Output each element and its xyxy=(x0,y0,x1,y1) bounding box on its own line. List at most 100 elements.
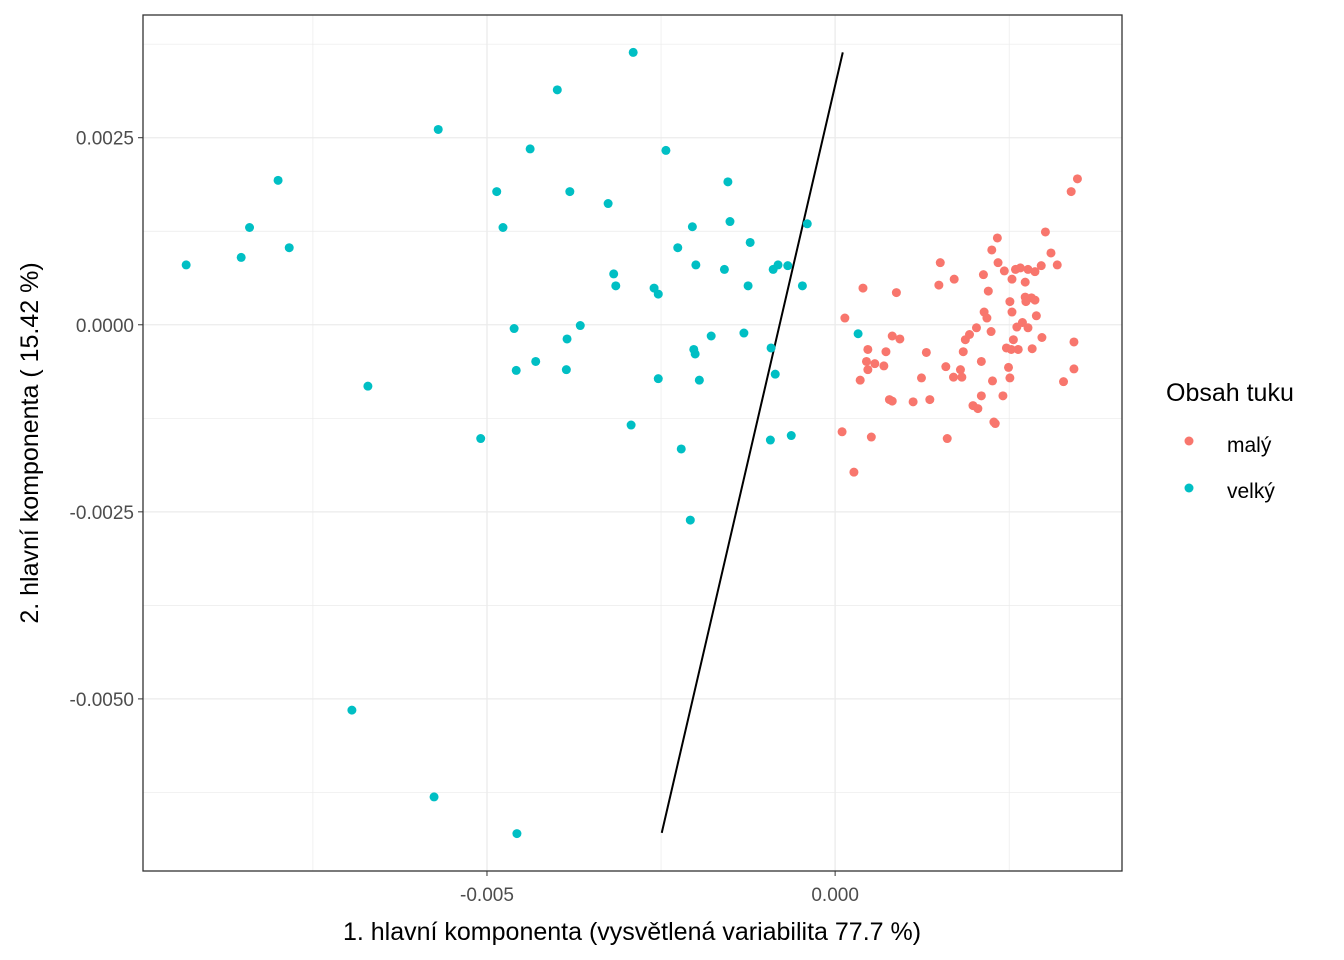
y-tick-label: -0.0050 xyxy=(70,690,134,711)
point-maly xyxy=(1030,295,1040,305)
point-maly xyxy=(965,330,975,340)
point-velky xyxy=(603,199,613,209)
point-maly xyxy=(1027,344,1037,354)
point-velky xyxy=(509,324,519,334)
panel-border xyxy=(142,14,1123,872)
point-velky xyxy=(492,187,502,197)
point-velky xyxy=(773,260,783,270)
point-maly xyxy=(1005,373,1015,383)
point-maly xyxy=(855,375,865,385)
point-velky xyxy=(661,145,671,155)
point-maly xyxy=(976,391,986,401)
point-maly xyxy=(925,395,935,405)
point-velky xyxy=(743,281,753,291)
point-velky xyxy=(653,289,663,299)
point-maly xyxy=(858,283,868,293)
point-velky xyxy=(429,792,439,802)
point-maly xyxy=(887,396,897,406)
separating-line xyxy=(660,52,844,834)
y-tick-label: 0.0000 xyxy=(76,316,134,337)
point-maly xyxy=(861,356,871,366)
point-maly xyxy=(908,397,918,407)
point-maly xyxy=(866,432,876,442)
point-maly xyxy=(1052,260,1062,270)
point-maly xyxy=(1036,261,1046,271)
y-tick-label: 0.0025 xyxy=(76,129,134,150)
point-maly xyxy=(1007,274,1017,284)
point-velky xyxy=(797,281,807,291)
point-maly xyxy=(1072,174,1082,184)
point-maly xyxy=(1023,323,1033,333)
point-velky xyxy=(786,431,796,441)
point-maly xyxy=(863,365,873,375)
point-velky xyxy=(433,124,443,134)
point-maly xyxy=(1008,335,1018,345)
point-velky xyxy=(476,434,486,444)
point-maly xyxy=(948,372,958,382)
point-velky xyxy=(511,365,521,375)
point-velky xyxy=(766,343,776,353)
point-maly xyxy=(870,359,880,369)
point-maly xyxy=(1040,227,1050,237)
point-maly xyxy=(837,427,847,437)
point-maly xyxy=(1046,248,1056,258)
point-maly xyxy=(935,258,945,268)
point-velky xyxy=(531,356,541,366)
point-maly xyxy=(840,313,850,323)
y-tick-label: -0.0025 xyxy=(70,503,134,524)
legend-label-velky: velký xyxy=(1227,480,1275,503)
point-maly xyxy=(941,362,951,372)
point-velky xyxy=(687,222,697,232)
point-maly xyxy=(998,391,1008,401)
point-velky xyxy=(363,381,373,391)
point-velky xyxy=(562,334,572,344)
point-maly xyxy=(982,313,992,323)
point-maly xyxy=(986,327,996,337)
point-velky xyxy=(575,321,585,331)
point-maly xyxy=(1007,307,1017,317)
point-maly xyxy=(1069,337,1079,347)
point-velky xyxy=(273,175,283,185)
legend-label-maly: malý xyxy=(1227,434,1272,457)
point-maly xyxy=(1066,187,1076,197)
point-maly xyxy=(887,331,897,341)
point-velky xyxy=(745,237,755,247)
point-velky xyxy=(719,264,729,274)
point-maly xyxy=(942,434,952,444)
point-velky xyxy=(694,375,704,385)
point-velky xyxy=(284,243,294,253)
point-maly xyxy=(983,286,993,296)
point-maly xyxy=(1023,264,1033,274)
point-velky xyxy=(626,420,636,430)
point-maly xyxy=(987,376,997,386)
point-maly xyxy=(958,347,968,357)
point-velky xyxy=(783,261,793,271)
point-maly xyxy=(891,288,901,298)
point-velky xyxy=(723,177,733,187)
point-velky xyxy=(498,223,508,233)
point-maly xyxy=(895,334,905,344)
point-velky xyxy=(653,374,663,384)
point-velky xyxy=(236,252,246,262)
point-maly xyxy=(1059,377,1069,387)
point-maly xyxy=(993,258,1003,268)
point-maly xyxy=(1004,362,1014,372)
point-velky xyxy=(802,219,812,229)
legend: Obsah tuku malý velký xyxy=(1166,379,1294,503)
point-maly xyxy=(1020,277,1030,287)
point-maly xyxy=(1006,344,1016,354)
x-tick-label: 0.000 xyxy=(811,885,859,906)
y-axis-title: 2. hlavní komponenta ( 15.42 %) xyxy=(16,262,44,623)
point-velky xyxy=(770,369,780,379)
point-maly xyxy=(916,373,926,383)
point-maly xyxy=(1069,364,1079,374)
point-maly xyxy=(987,245,997,255)
point-maly xyxy=(921,347,931,357)
point-maly xyxy=(949,274,959,284)
point-velky xyxy=(853,329,863,339)
points xyxy=(181,47,1082,839)
point-velky xyxy=(565,187,575,197)
point-maly xyxy=(1013,344,1023,354)
point-maly xyxy=(990,419,1000,429)
